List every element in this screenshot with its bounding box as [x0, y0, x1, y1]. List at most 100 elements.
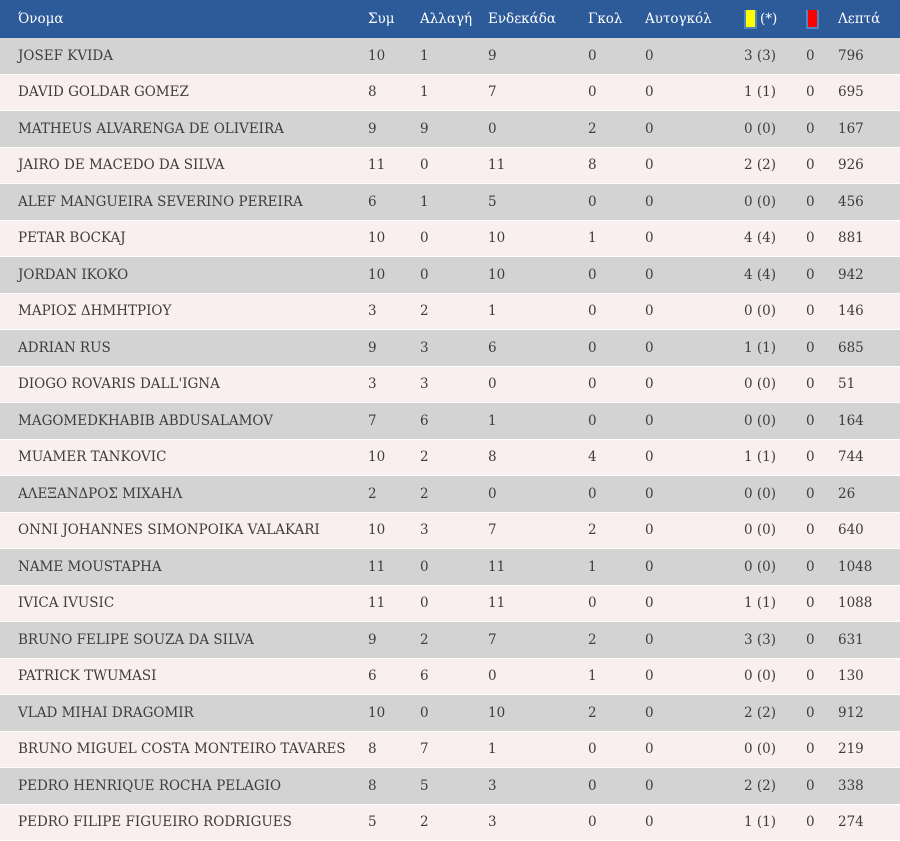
table-row[interactable]: PEDRO HENRIQUE ROCHA PELAGIO 8 5 3 0 0 2 (2) 0 3… — [0, 768, 900, 805]
cell-yellow-cards: 0 (0) — [744, 120, 777, 137]
table-row[interactable]: DIOGO ROVARIS DALL'IGNA 3 3 0 0 0 0 (0) 0 51 — [0, 366, 900, 403]
table-row[interactable]: MATHEUS ALVARENGA DE OLIVEIRA 9 9 0 2 0 0 (0) 0… — [0, 111, 900, 148]
cell-own-goals: 0 — [645, 84, 654, 101]
cell-minutes: 51 — [838, 376, 856, 393]
cell-goals: 0 — [588, 595, 597, 612]
cell-red-cards: 0 — [806, 339, 815, 356]
cell-yellow-cards: 1 (1) — [744, 814, 777, 831]
cell-appearances: 8 — [368, 777, 377, 794]
table-row[interactable]: JAIRO DE MACEDO DA SILVA 11 0 11 8 0 2 (2) 0 926 — [0, 147, 900, 184]
cell-minutes: 164 — [838, 412, 864, 429]
cell-minutes: 640 — [838, 522, 864, 539]
header-minutes: Λεπτά — [838, 11, 881, 27]
cell-appearances: 11 — [368, 558, 386, 575]
cell-goals: 4 — [588, 449, 597, 466]
cell-starting-eleven: 11 — [488, 595, 506, 612]
yellow-card-icon — [744, 9, 757, 29]
cell-goals: 0 — [588, 266, 597, 283]
header-own-goals: Αυτογκόλ — [645, 11, 712, 27]
cell-substitution: 0 — [420, 157, 429, 174]
cell-appearances: 6 — [368, 193, 377, 210]
cell-yellow-cards: 4 (4) — [744, 266, 777, 283]
cell-red-cards: 0 — [806, 668, 815, 685]
cell-yellow-cards: 0 (0) — [744, 558, 777, 575]
table-row[interactable]: ΜΑΡΙΟΣ ΔΗΜΗΤΡΙΟΥ 3 2 1 0 0 0 (0) 0 146 — [0, 293, 900, 330]
cell-goals: 0 — [588, 814, 597, 831]
cell-minutes: 219 — [838, 741, 864, 758]
table-row[interactable]: ALEF MANGUEIRA SEVERINO PEREIRA 6 1 5 0 0 0 (0… — [0, 184, 900, 221]
cell-red-cards: 0 — [806, 814, 815, 831]
cell-yellow-cards: 2 (2) — [744, 157, 777, 174]
table-row[interactable]: PATRICK TWUMASI 6 6 0 1 0 0 (0) 0 130 — [0, 658, 900, 695]
header-substitution: Αλλαγή — [420, 11, 473, 27]
cell-substitution: 1 — [420, 47, 429, 64]
cell-minutes: 796 — [838, 47, 864, 64]
cell-own-goals: 0 — [645, 47, 654, 64]
cell-goals: 0 — [588, 376, 597, 393]
cell-goals: 2 — [588, 704, 597, 721]
table-row[interactable]: JOSEF KVIDA 10 1 9 0 0 3 (3) 0 796 — [0, 38, 900, 75]
table-header: Όνομα Συμ Αλλαγή Ενδεκάδα Γκολ Αυτογκόλ … — [0, 0, 900, 38]
table-row[interactable]: ΑΛΕΞΑΝΔΡΟΣ ΜΙΧΑΗΛ 2 2 0 0 0 0 (0) 0 26 — [0, 476, 900, 513]
cell-red-cards: 0 — [806, 777, 815, 794]
table-row[interactable]: ONNI JOHANNES SIMONPOIKA VALAKARI 10 3 7 2 0 0… — [0, 512, 900, 549]
cell-yellow-cards: 0 (0) — [744, 303, 777, 320]
cell-substitution: 2 — [420, 631, 429, 648]
table-row[interactable]: VLAD MIHAI DRAGOMIR 10 0 10 2 0 2 (2) 0 912 — [0, 695, 900, 732]
cell-yellow-cards: 2 (2) — [744, 704, 777, 721]
cell-substitution: 3 — [420, 522, 429, 539]
cell-substitution: 6 — [420, 412, 429, 429]
table-row[interactable]: MUAMER TANKOVIC 10 2 8 4 0 1 (1) 0 744 — [0, 439, 900, 476]
cell-substitution: 1 — [420, 84, 429, 101]
cell-appearances: 9 — [368, 631, 377, 648]
table-row[interactable]: BRUNO MIGUEL COSTA MONTEIRO TAVARES 8 7 1 0 0… — [0, 731, 900, 768]
cell-yellow-cards: 1 (1) — [744, 595, 777, 612]
cell-yellow-cards: 0 (0) — [744, 485, 777, 502]
table-row[interactable]: BRUNO FELIPE SOUZA DA SILVA 9 2 7 2 0 3 (3) 0 63… — [0, 622, 900, 659]
table-row[interactable]: NAME MOUSTAPHA 11 0 11 1 0 0 (0) 0 1048 — [0, 549, 900, 586]
cell-substitution: 3 — [420, 339, 429, 356]
table-row[interactable]: JORDAN IKOKO 10 0 10 0 0 4 (4) 0 942 — [0, 257, 900, 294]
cell-name: PEDRO HENRIQUE ROCHA PELAGIO — [18, 777, 282, 794]
cell-own-goals: 0 — [645, 668, 654, 685]
cell-name: IVICA IVUSIC — [18, 595, 115, 612]
table-row[interactable]: PETAR BOCKAJ 10 0 10 1 0 4 (4) 0 881 — [0, 220, 900, 257]
cell-name: JORDAN IKOKO — [18, 266, 129, 283]
cell-red-cards: 0 — [806, 193, 815, 210]
cell-name: DAVID GOLDAR GOMEZ — [18, 84, 189, 101]
cell-yellow-cards: 3 (3) — [744, 47, 777, 64]
cell-red-cards: 0 — [806, 376, 815, 393]
cell-starting-eleven: 5 — [488, 193, 497, 210]
header-red-cards — [806, 9, 838, 29]
table-row[interactable]: PEDRO FILIPE FIGUEIRO RODRIGUES 5 2 3 0 0 1 (1… — [0, 804, 900, 841]
cell-minutes: 1088 — [838, 595, 873, 612]
cell-appearances: 8 — [368, 84, 377, 101]
cell-red-cards: 0 — [806, 485, 815, 502]
cell-own-goals: 0 — [645, 266, 654, 283]
cell-substitution: 9 — [420, 120, 429, 137]
cell-name: MAGOMEDKHABIB ABDUSALAMOV — [18, 412, 273, 429]
cell-substitution: 2 — [420, 485, 429, 502]
cell-yellow-cards: 0 (0) — [744, 741, 777, 758]
cell-starting-eleven: 0 — [488, 120, 497, 137]
cell-substitution: 6 — [420, 668, 429, 685]
cell-appearances: 5 — [368, 814, 377, 831]
table-row[interactable]: IVICA IVUSIC 11 0 11 0 0 1 (1) 0 1088 — [0, 585, 900, 622]
cell-appearances: 11 — [368, 157, 386, 174]
cell-red-cards: 0 — [806, 84, 815, 101]
cell-appearances: 10 — [368, 47, 386, 64]
cell-minutes: 338 — [838, 777, 864, 794]
table-row[interactable]: MAGOMEDKHABIB ABDUSALAMOV 7 6 1 0 0 0 (0) 0 164 — [0, 403, 900, 440]
cell-name: ONNI JOHANNES SIMONPOIKA VALAKARI — [18, 522, 320, 539]
table-row[interactable]: DAVID GOLDAR GOMEZ 8 1 7 0 0 1 (1) 0 695 — [0, 74, 900, 111]
cell-name: JOSEF KVIDA — [18, 47, 113, 64]
cell-name: PETAR BOCKAJ — [18, 230, 126, 247]
cell-minutes: 167 — [838, 120, 864, 137]
cell-substitution: 0 — [420, 230, 429, 247]
cell-red-cards: 0 — [806, 157, 815, 174]
cell-appearances: 2 — [368, 485, 377, 502]
table-row[interactable]: ADRIAN RUS 9 3 6 0 0 1 (1) 0 685 — [0, 330, 900, 367]
cell-appearances: 10 — [368, 230, 386, 247]
cell-red-cards: 0 — [806, 47, 815, 64]
